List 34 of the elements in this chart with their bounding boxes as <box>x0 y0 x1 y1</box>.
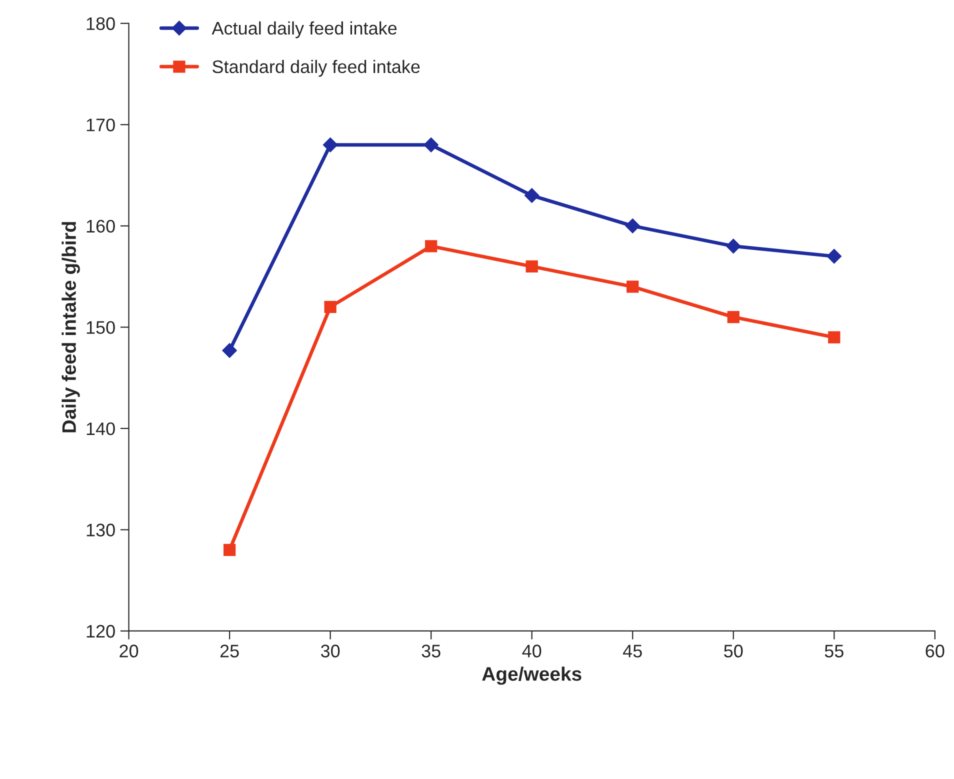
x-tick-label: 45 <box>622 644 642 658</box>
x-tick-label: 20 <box>120 644 138 658</box>
y-axis-title: Daily feed intake g/bird <box>62 222 80 432</box>
point <box>625 218 640 234</box>
y-tick-label: 130 <box>86 524 115 536</box>
y-tick-label: 120 <box>86 624 115 638</box>
point <box>222 343 237 358</box>
x-tick-label: 60 <box>926 644 944 658</box>
x-tick-label: 25 <box>220 644 239 658</box>
point <box>828 331 840 344</box>
x-tick-label: 50 <box>724 644 743 658</box>
point <box>727 310 740 324</box>
point <box>322 138 338 152</box>
point <box>324 300 336 313</box>
y-tick-label: 160 <box>86 220 115 233</box>
y-tick-label: 140 <box>86 422 115 436</box>
legend-label: Actual daily feed intake <box>212 21 397 38</box>
point <box>726 238 741 254</box>
x-tick-label: 55 <box>824 644 844 658</box>
x-tick-label: 35 <box>422 644 440 658</box>
point <box>223 544 236 556</box>
point <box>626 280 639 293</box>
y-tick-label: 170 <box>86 118 115 132</box>
x-tick-label: 40 <box>522 644 542 658</box>
point <box>826 248 842 264</box>
point <box>425 240 438 252</box>
point <box>526 260 538 272</box>
x-tick-label: 30 <box>320 644 340 658</box>
point <box>524 188 540 203</box>
point <box>424 138 438 152</box>
y-tick-label: 150 <box>86 321 115 334</box>
legend-label: Standard daily feed intake <box>212 60 420 77</box>
x-axis-title: Age/weeks <box>482 666 582 685</box>
y-tick-label: 180 <box>86 17 115 30</box>
